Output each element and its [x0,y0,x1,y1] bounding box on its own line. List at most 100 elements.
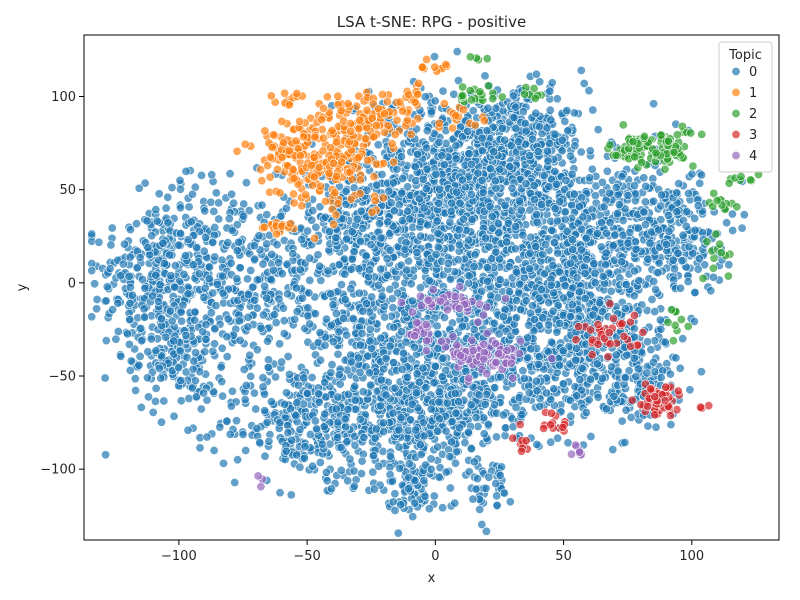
data-point [176,376,186,386]
data-point [209,206,219,216]
data-point [378,418,388,428]
data-point [452,187,462,197]
data-point [120,239,130,249]
data-point [528,134,538,144]
data-point [524,388,534,398]
data-point [307,215,317,225]
data-point [304,288,314,298]
data-point [200,206,210,216]
data-point [405,214,415,224]
data-point [595,298,605,308]
data-point [169,336,179,346]
data-point [210,252,220,262]
data-point [225,169,235,179]
data-point [297,235,307,245]
data-point [593,125,603,135]
data-point [295,424,305,434]
data-point [188,260,198,270]
data-point [584,86,594,96]
data-point [358,306,368,316]
data-point [357,328,367,338]
data-point [355,414,365,424]
data-point [183,235,193,245]
data-point [446,206,456,216]
data-point [521,126,531,136]
data-point [204,274,214,284]
data-point [210,339,220,349]
data-point [385,451,395,461]
data-point [161,203,171,213]
data-point [361,299,371,309]
data-point [102,282,112,292]
data-point [367,292,377,302]
data-point [384,186,394,196]
data-point [407,296,417,306]
data-point [340,295,350,305]
data-point [560,116,570,126]
data-point [526,344,536,354]
data-point [156,351,166,361]
data-point [278,303,288,313]
data-point [671,353,681,363]
data-point [377,170,387,180]
data-point [333,349,343,359]
data-point [232,416,242,426]
data-point [482,263,492,273]
data-point [504,262,514,272]
data-point [426,404,436,414]
data-point [614,200,624,210]
data-point [605,218,615,228]
data-point [125,365,135,375]
data-point [385,284,395,294]
data-point [176,229,186,239]
data-point [469,262,479,272]
data-point [400,244,410,254]
data-point [541,388,551,398]
data-point [368,451,378,461]
data-point [602,228,612,238]
data-point [263,336,273,346]
data-point [238,429,248,439]
data-point [464,149,474,159]
data-point [147,231,157,241]
data-point [241,380,251,390]
data-point [339,313,349,323]
data-point [477,286,487,296]
data-point [132,263,142,273]
data-point [259,389,269,399]
data-point [531,108,541,118]
data-point [218,391,228,401]
data-point [484,242,494,252]
data-point [463,427,473,437]
data-point [94,237,104,247]
data-point [525,264,535,274]
data-point [211,188,221,198]
data-point [317,439,327,449]
data-point [558,379,568,389]
data-point [486,291,496,301]
data-point [372,180,382,190]
data-point [336,442,346,452]
data-point [445,274,455,284]
data-point [577,224,587,234]
data-point [347,227,357,237]
data-point [176,203,186,213]
data-point [90,279,100,289]
data-point [498,410,508,420]
data-point [241,445,251,455]
data-point [331,404,341,414]
data-point [163,192,173,202]
data-point [507,183,517,193]
data-point [130,374,140,384]
data-point [151,383,161,393]
data-point [258,310,268,320]
data-point [134,360,144,370]
data-point [334,327,344,337]
data-point [206,197,216,207]
data-point [350,395,360,405]
data-point [451,141,461,151]
data-point [546,437,556,447]
data-point [567,300,577,310]
data-point [545,138,555,148]
data-point [549,238,559,248]
